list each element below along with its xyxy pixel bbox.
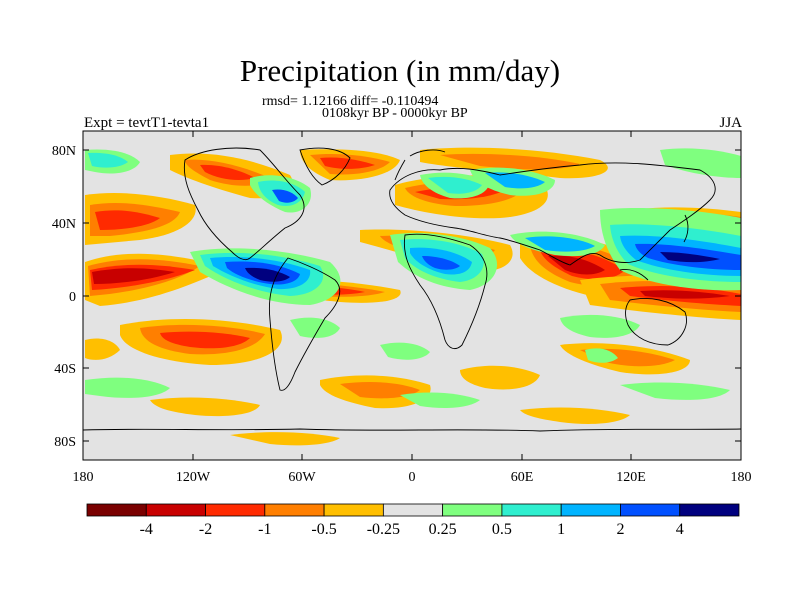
colorbar-swatch [442, 503, 503, 517]
colorbar-swatch [323, 503, 384, 517]
colorbar-swatch [679, 503, 740, 517]
colorbar-swatch [145, 503, 206, 517]
colorbar-swatch [620, 503, 681, 517]
colorbar: -4 -2 -1 -0.5 -0.25 0.25 0.5 1 2 4 [86, 503, 740, 538]
map-title: Precipitation (in mm/day) [239, 53, 561, 88]
lon-tick-label: 180 [73, 470, 94, 485]
colorbar-label: -2 [199, 521, 212, 538]
colorbar-label: 2 [616, 521, 624, 538]
longitude-axis: 180 120W 60W 0 60E 120E 180 [73, 131, 752, 485]
lon-tick-label: 120W [176, 470, 211, 485]
period-line: 0108kyr BP - 0000kyr BP [322, 106, 468, 121]
colorbar-label: 4 [676, 521, 684, 538]
lon-tick-label: 60W [288, 470, 316, 485]
colorbar-swatch [205, 503, 266, 517]
season-label: JJA [719, 115, 742, 131]
stats-line: rmsd= 1.12166 diff= -0.110494 [262, 94, 439, 109]
colorbar-label: 0.25 [429, 521, 457, 538]
colorbar-label: -1 [258, 521, 271, 538]
colorbar-label: -0.25 [367, 521, 400, 538]
colorbar-swatch [264, 503, 325, 517]
lon-tick-label: 120E [616, 470, 646, 485]
lon-tick-label: 180 [731, 470, 752, 485]
colorbar-label: -4 [140, 521, 153, 538]
lon-tick-label: 60E [511, 470, 534, 485]
colorbar-label: 1 [557, 521, 565, 538]
dry-anomalies [85, 147, 741, 446]
colorbar-swatch [382, 503, 444, 517]
coastlines [83, 147, 741, 432]
lat-tick-label: 40S [54, 362, 76, 377]
lat-tick-label: 0 [69, 290, 76, 305]
lat-tick-label: 80N [52, 144, 76, 159]
latitude-axis: 80N 40N 0 40S 80S [52, 144, 741, 450]
lat-tick-label: 40N [52, 217, 76, 232]
colorbar-label: -0.5 [311, 521, 336, 538]
colorbar-swatch [501, 503, 562, 517]
experiment-label: Expt = tevtT1-tevta1 [84, 115, 210, 131]
lat-tick-label: 80S [54, 435, 76, 450]
lon-tick-label: 0 [409, 470, 416, 485]
colorbar-swatch [560, 503, 621, 517]
colorbar-swatch [86, 503, 147, 517]
colorbar-label: 0.5 [492, 521, 512, 538]
precip-anomaly-field [83, 147, 741, 446]
